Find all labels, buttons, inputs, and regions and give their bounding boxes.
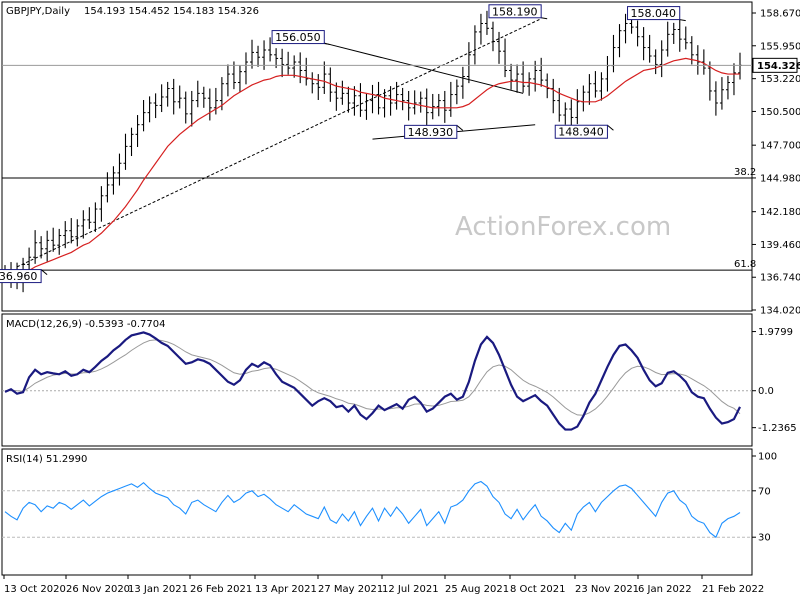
annotation-box	[0, 269, 42, 284]
rsi-panel	[1, 448, 753, 576]
annotation-leader	[541, 17, 548, 20]
annotation-leader	[607, 124, 614, 131]
time-tick-label: 25 Aug 2021	[445, 584, 509, 595]
time-tick-label: 23 Nov 2021	[575, 584, 639, 595]
annotation-box	[404, 124, 458, 139]
macd-label: MACD(12,26,9) -0.5393 -0.7704	[6, 319, 166, 330]
last-price-box	[752, 57, 798, 73]
price-panel	[1, 1, 753, 312]
last-price-label: 154.326	[757, 61, 800, 72]
annotation-label: 156.050	[275, 31, 321, 44]
trendline	[318, 41, 524, 94]
annotation-box	[554, 124, 608, 139]
rsi-tick-label: 100	[758, 452, 777, 463]
price-bars	[3, 10, 742, 293]
annotation-leader	[324, 43, 331, 46]
rsi-label: RSI(14) 51.2990	[6, 454, 87, 465]
price-tick-label: 142.180	[760, 207, 800, 218]
time-tick-label: 27 May 2021	[318, 584, 383, 595]
annotation-label: 148.940	[558, 126, 604, 139]
annotation-label: 158.040	[631, 7, 677, 20]
price-tick-label: 158.670	[760, 9, 800, 20]
annotation-leader	[456, 124, 464, 131]
time-tick-label: 6 Jan 2022	[638, 584, 692, 595]
moving-average	[4, 57, 740, 280]
time-tick-label: 13 Apr 2021	[255, 584, 317, 595]
trendline	[16, 18, 542, 268]
sma-line	[4, 57, 740, 280]
last-price: 154.326	[2, 57, 800, 73]
time-tick-label: 13 Oct 2020	[4, 584, 66, 595]
fib-level-label: 61.8	[734, 259, 756, 270]
price-tick-label: 139.460	[760, 240, 800, 251]
macd-signal-line	[4, 339, 741, 416]
price-tick-label: 134.020	[760, 306, 800, 317]
macd-panel	[1, 313, 753, 447]
symbol-label: GBPJPY,Daily	[6, 6, 70, 17]
time-tick-label: 21 Feb 2022	[702, 584, 764, 595]
ohlc-label: 154.193 154.452 154.183 154.326	[84, 6, 259, 17]
macd-lines: 1.9799 0.0 -1.2365	[2, 327, 797, 434]
watermark: ActionForex.com	[455, 212, 671, 242]
macd-line	[4, 331, 741, 431]
annotation-box	[271, 30, 325, 45]
rsi-line	[4, 480, 741, 539]
price-axis: 158.670 155.950 153.220 150.500 147.700 144.9…	[752, 9, 800, 317]
annotation-leader	[679, 19, 686, 22]
price-tick-label: 147.700	[760, 141, 800, 152]
price-tick-label: 155.950	[760, 41, 800, 52]
price-tick-label: 144.980	[760, 173, 800, 184]
price-annotations: 136.960 156.050 148.930 158.190 148.940 158.0…	[0, 4, 686, 284]
annotation-label: 136.960	[0, 270, 37, 283]
macd-tick-label: -1.2365	[758, 423, 797, 434]
macd-tick-label: 1.9799	[758, 327, 793, 338]
rsi-lines: 100 70 30	[2, 452, 777, 544]
price-tick-label: 153.220	[760, 74, 800, 85]
price-tick-label: 136.740	[760, 273, 800, 284]
fib-levels: 38.2 61.8	[2, 167, 756, 271]
time-tick-label: 8 Oct 2021	[510, 584, 565, 595]
annotation-box	[627, 6, 681, 21]
fib-level-label: 38.2	[734, 167, 756, 178]
annotation-label: 158.190	[492, 5, 538, 18]
annotation-leader	[40, 269, 48, 275]
annotation-box	[488, 4, 542, 19]
time-tick-label: 13 Jan 2021	[128, 584, 188, 595]
time-tick-label: 12 Jul 2021	[382, 584, 439, 595]
rsi-tick-label: 30	[758, 533, 771, 544]
time-tick-label: 26 Feb 2021	[190, 584, 252, 595]
time-tick-label: 26 Nov 2020	[66, 584, 130, 595]
annotation-label: 148.930	[408, 126, 454, 139]
macd-tick-label: 0.0	[758, 386, 774, 397]
price-tick-label: 150.500	[760, 107, 800, 118]
rsi-tick-label: 70	[758, 486, 771, 497]
